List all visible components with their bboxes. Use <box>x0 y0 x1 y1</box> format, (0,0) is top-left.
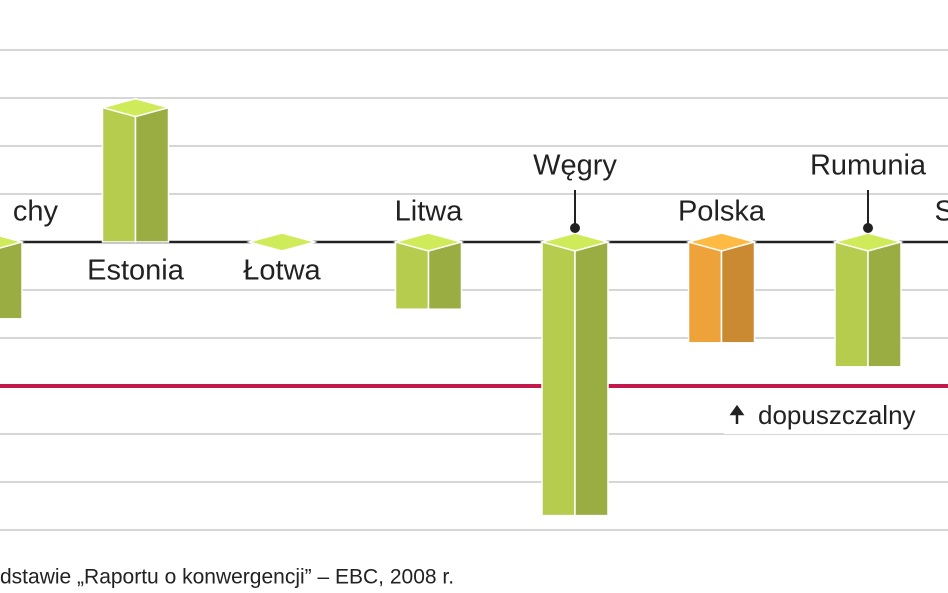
bar-top-face <box>832 232 904 252</box>
bar-right-face <box>427 241 463 310</box>
category-label: Litwa <box>395 196 464 228</box>
bar-left-face <box>687 241 723 344</box>
bar-left-face <box>394 241 430 310</box>
category-label: S <box>935 196 948 228</box>
bar-right-face <box>574 241 609 517</box>
bar-top-face <box>0 235 25 249</box>
bar-top-face <box>99 97 172 118</box>
bar-top-face <box>246 232 318 252</box>
pin-dot <box>863 223 873 233</box>
bar-right-face <box>134 106 170 243</box>
category-label: Polska <box>678 196 766 228</box>
category-label: Łotwa <box>243 255 321 287</box>
bar-top-face <box>685 232 758 252</box>
source-note: dstawie „Raportu o konwergencji” – EBC, … <box>0 566 454 589</box>
category-label: chy <box>13 196 59 228</box>
category-label: Estonia <box>87 255 185 287</box>
bar-right-face <box>867 241 902 368</box>
bar-left-face <box>834 241 869 368</box>
category-label: Węgry <box>533 150 617 182</box>
bar-left-face <box>101 106 137 243</box>
arrow-icon <box>729 404 745 424</box>
label-bg <box>724 400 948 434</box>
bar-top-face <box>539 232 611 252</box>
bar-top-face <box>392 232 465 252</box>
bar-right-face <box>0 241 23 320</box>
bar-left-face <box>541 241 576 517</box>
category-label: Rumunia <box>810 150 927 182</box>
pin-dot <box>570 223 580 233</box>
bar-right-face <box>720 241 756 344</box>
reference-label: dopuszczalny <box>758 400 916 430</box>
